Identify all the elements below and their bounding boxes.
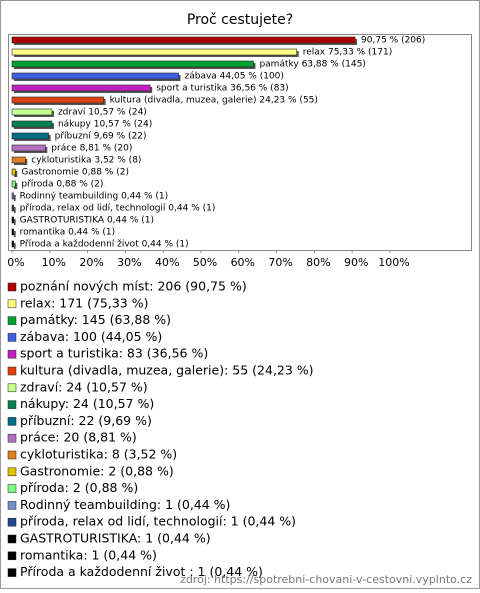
bar-shadow: [14, 195, 16, 201]
bar-label: nákupy 10,57 % (24): [58, 120, 152, 130]
legend-swatch: [7, 450, 17, 460]
x-tick-label: 30%: [117, 256, 141, 269]
bar-label: romantika 0,44 % (1): [20, 228, 116, 238]
bar: [11, 180, 16, 188]
chart-title: Proč cestujete?: [187, 12, 293, 28]
bar: [11, 48, 298, 56]
bar-shadow: [14, 243, 16, 249]
x-tick-label: 70%: [268, 256, 292, 269]
legend-label: příroda: 2 (0,88 %): [20, 480, 138, 495]
x-tick-label: 60%: [231, 256, 255, 269]
legend-swatch: [7, 551, 17, 561]
bar: [11, 156, 26, 164]
bar-label: památky 63,88 % (145): [259, 60, 365, 70]
legend-label: zdraví: 24 (10,57 %): [20, 379, 148, 394]
bar: [11, 192, 14, 200]
legend-label: památky: 145 (63,88 %): [20, 312, 171, 327]
bar: [11, 144, 46, 152]
bar: [11, 132, 49, 140]
x-tick-label: 50%: [193, 256, 217, 269]
bar-label: práce 8,81 % (20): [51, 144, 132, 154]
bar-label: relax 75,33 % (171): [303, 48, 392, 58]
bar-label: Rodinný teambuilding 0,44 % (1): [20, 192, 168, 202]
legend-swatch: [7, 366, 17, 376]
bar: [11, 204, 14, 212]
legend-label: příbuzní: 22 (9,69 %): [20, 413, 152, 428]
bar-label: příbuzní 9,69 % (22): [55, 132, 147, 142]
bar: [11, 36, 356, 44]
bar-shadow: [14, 219, 16, 225]
legend-swatch: [7, 417, 17, 426]
legend-label: kultura (divadla, muzea, galerie): 55 (2…: [20, 363, 314, 378]
legend-label: zábava: 100 (44,05 %): [20, 329, 162, 344]
plot-area: [8, 34, 472, 251]
bar-shadow: [14, 171, 18, 177]
legend-label: nákupy: 24 (10,57 %): [20, 396, 154, 411]
legend-label: romantika: 1 (0,44 %): [20, 547, 157, 562]
legend-swatch: [7, 467, 17, 477]
bar: [11, 108, 53, 116]
legend-label: práce: 20 (8,81 %): [20, 430, 137, 445]
legend-swatch: [7, 517, 17, 527]
legend-label: Gastronomie: 2 (0,88 %): [20, 463, 174, 478]
bar-shadow: [14, 231, 16, 237]
legend-label: poznání nových míst: 206 (90,75 %): [20, 279, 247, 294]
legend-swatch: [7, 316, 17, 325]
bar-label: 90,75 % (206): [361, 36, 425, 46]
bar-shadow: [14, 183, 18, 189]
x-tick-label: 100%: [378, 256, 409, 269]
bar-label: zábava 44,05 % (100): [185, 72, 284, 82]
bar: [11, 96, 104, 104]
x-tick-label: 40%: [155, 256, 179, 269]
bar-label: kultura (divadla, muzea, galerie) 24,23 …: [110, 96, 318, 106]
bar-label: GASTROTURISTIKA 0,44 % (1): [20, 216, 154, 226]
bar: [11, 228, 14, 236]
bar-label: příroda, relax od lidí, technologií 0,44…: [20, 204, 216, 214]
bar-label: zdraví 10,57 % (24): [58, 108, 147, 118]
bar: [11, 240, 14, 248]
bar-shadow: [14, 207, 16, 213]
bar-label: cykloturistika 3,52 % (8): [31, 156, 141, 166]
x-tick-label: 90%: [344, 256, 368, 269]
legend-swatch: [7, 534, 17, 544]
x-tick-label: 80%: [306, 256, 330, 269]
x-tick-label: 20%: [79, 256, 103, 269]
x-tick-label: 10%: [42, 256, 66, 269]
bar: [11, 60, 254, 68]
x-tick-label: 0%: [7, 256, 24, 269]
legend-swatch: [7, 484, 17, 493]
legend-swatch: [7, 349, 17, 359]
bar: [11, 168, 16, 176]
legend-swatch: [7, 501, 17, 510]
legend-swatch: [7, 433, 17, 443]
legend-swatch: [7, 333, 17, 342]
legend-label: Příroda a každodenní život : 1 (0,44 %): [20, 564, 263, 579]
legend-label: příroda, relax od lidí, technologií: 1 (…: [20, 514, 296, 529]
legend-swatch: [7, 568, 17, 577]
legend-swatch: [7, 282, 17, 292]
bar-label: Gastronomie 0,88 % (2): [21, 168, 129, 178]
legend-swatch: [7, 400, 17, 409]
bar: [11, 120, 53, 128]
bar: [11, 72, 179, 80]
bar: [11, 84, 151, 92]
source: zdroj: https://spotrebni-chovani-v-cesto…: [180, 573, 472, 586]
legend-label: GASTROTURISTIKA: 1 (0,44 %): [20, 531, 211, 546]
legend-swatch: [7, 299, 17, 309]
legend-label: cykloturistika: 8 (3,52 %): [20, 447, 177, 462]
legend-swatch: [7, 383, 17, 393]
legend-label: Rodinný teambuilding: 1 (0,44 %): [20, 497, 230, 512]
bar-label: Příroda a každodenní život 0,44 % (1): [20, 240, 189, 250]
bar-label: příroda 0,88 % (2): [21, 180, 103, 190]
legend-label: relax: 171 (75,33 %): [20, 295, 149, 310]
bar-label: sport a turistika 36,56 % (83): [156, 84, 288, 94]
legend-label: sport a turistika: 83 (36,56 %): [20, 346, 208, 361]
bar: [11, 216, 14, 224]
